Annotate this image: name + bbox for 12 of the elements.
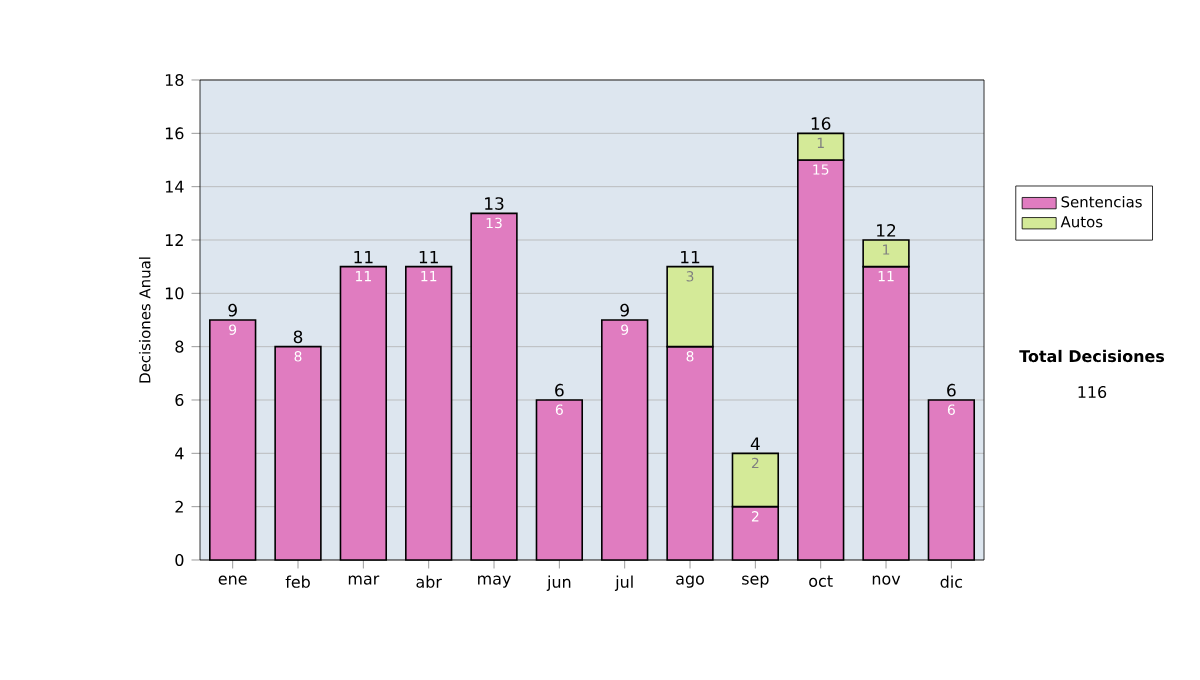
total-label: 12 bbox=[877, 224, 896, 237]
total-label: 11 bbox=[681, 250, 700, 264]
total-label: 13 bbox=[485, 197, 504, 210]
total-label: 8 bbox=[293, 330, 303, 344]
total-label: 6 bbox=[947, 383, 956, 397]
total-label: 11 bbox=[419, 250, 438, 264]
total-label: 9 bbox=[228, 303, 237, 317]
total-label: 11 bbox=[354, 250, 373, 264]
total-label: 6 bbox=[555, 383, 564, 397]
total-label: 16 bbox=[811, 117, 831, 130]
total-label: 4 bbox=[750, 437, 760, 450]
total-label: 9 bbox=[620, 303, 629, 317]
